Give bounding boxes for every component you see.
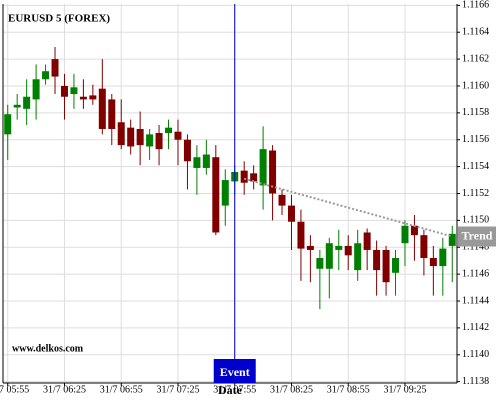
candle-body <box>108 99 116 129</box>
candle-body <box>363 232 371 250</box>
candle-body <box>70 87 78 95</box>
candle-body <box>183 139 191 162</box>
candle-body <box>32 79 40 100</box>
candle-body <box>165 127 173 134</box>
candle-body <box>278 194 286 206</box>
candle-body <box>373 249 381 271</box>
y-tick-label: 1.1148 <box>462 242 489 253</box>
candle-body <box>354 243 362 271</box>
candle-body <box>155 133 163 150</box>
x-tick-label: 31/7 06:25 <box>43 384 86 395</box>
y-tick-label: 1.1150 <box>462 215 489 226</box>
candle-body <box>89 95 97 100</box>
x-axis-title: Date <box>218 383 243 397</box>
candle-body <box>13 104 21 108</box>
y-tick-label: 1.1158 <box>462 107 489 118</box>
y-tick-label: 1.1138 <box>462 376 489 387</box>
candle-body <box>51 59 59 77</box>
candle-body <box>420 235 428 259</box>
trend-label-box <box>458 226 496 247</box>
y-tick-label: 1.1142 <box>462 322 489 333</box>
x-tick-label: 31/7 09:25 <box>383 384 426 395</box>
y-tick-label: 1.1154 <box>462 161 489 172</box>
candle-body <box>316 258 324 269</box>
candle-body <box>287 205 295 222</box>
candle-body <box>4 114 12 135</box>
candle-body <box>212 157 220 233</box>
x-tick-label: 31/7 08:25 <box>270 384 313 395</box>
candle-body <box>60 85 68 97</box>
candle-body <box>174 131 182 140</box>
candle-body <box>392 258 400 273</box>
candle-body <box>193 157 201 168</box>
grid <box>3 4 457 383</box>
candle-body <box>335 245 343 250</box>
plot <box>4 47 456 310</box>
watermark: www.delkos.com <box>12 343 84 354</box>
x-tick-label: 31/7 07:25 <box>156 384 199 395</box>
y-tick-label: 1.1152 <box>462 188 489 199</box>
candle-body <box>448 233 456 246</box>
candle-body <box>98 88 106 129</box>
y-tick-label: 1.1160 <box>462 80 489 91</box>
candle-body <box>250 173 258 182</box>
y-tick-label: 1.1144 <box>462 295 489 306</box>
candle-body <box>297 221 305 249</box>
candle-body <box>221 180 229 206</box>
candle-body <box>42 71 50 80</box>
candle-body <box>429 258 437 267</box>
candle-body <box>344 245 352 256</box>
y-tick-label: 1.1146 <box>462 268 489 279</box>
y-tick-label: 1.1156 <box>462 134 489 145</box>
candle-body <box>259 149 267 186</box>
y-tick-label: 1.1164 <box>462 27 489 38</box>
x-tick-label: 31/7 08:55 <box>327 384 370 395</box>
candle-body <box>240 170 248 183</box>
candle-body <box>325 243 333 269</box>
candle-body <box>269 150 277 194</box>
candle-body <box>79 96 87 100</box>
event-label-box <box>213 359 256 383</box>
candle-body <box>23 96 31 109</box>
x-tick-label: 31/7 07:55 <box>213 384 256 395</box>
candle-body <box>306 245 314 250</box>
y-tick-label: 1.1140 <box>462 349 489 360</box>
candle-body <box>127 127 135 147</box>
candle-body <box>146 134 154 147</box>
candle-body <box>439 248 447 267</box>
candle-body <box>401 225 409 244</box>
x-tick-label: 31/7 06:55 <box>100 384 143 395</box>
candle-body <box>117 122 125 146</box>
candle-body <box>136 128 144 146</box>
y-tick-label: 1.1166 <box>462 0 489 11</box>
candle-body <box>410 225 418 236</box>
chart-title: EURUSD 5 (FOREX) <box>8 13 110 25</box>
y-tick-label: 1.1162 <box>462 53 489 64</box>
trend-label: Trend <box>462 228 493 242</box>
candle-body <box>202 154 210 168</box>
event-label: Event <box>220 365 250 379</box>
x-tick-label: 31/7 05:55 <box>0 384 29 395</box>
candle-body <box>382 249 390 283</box>
